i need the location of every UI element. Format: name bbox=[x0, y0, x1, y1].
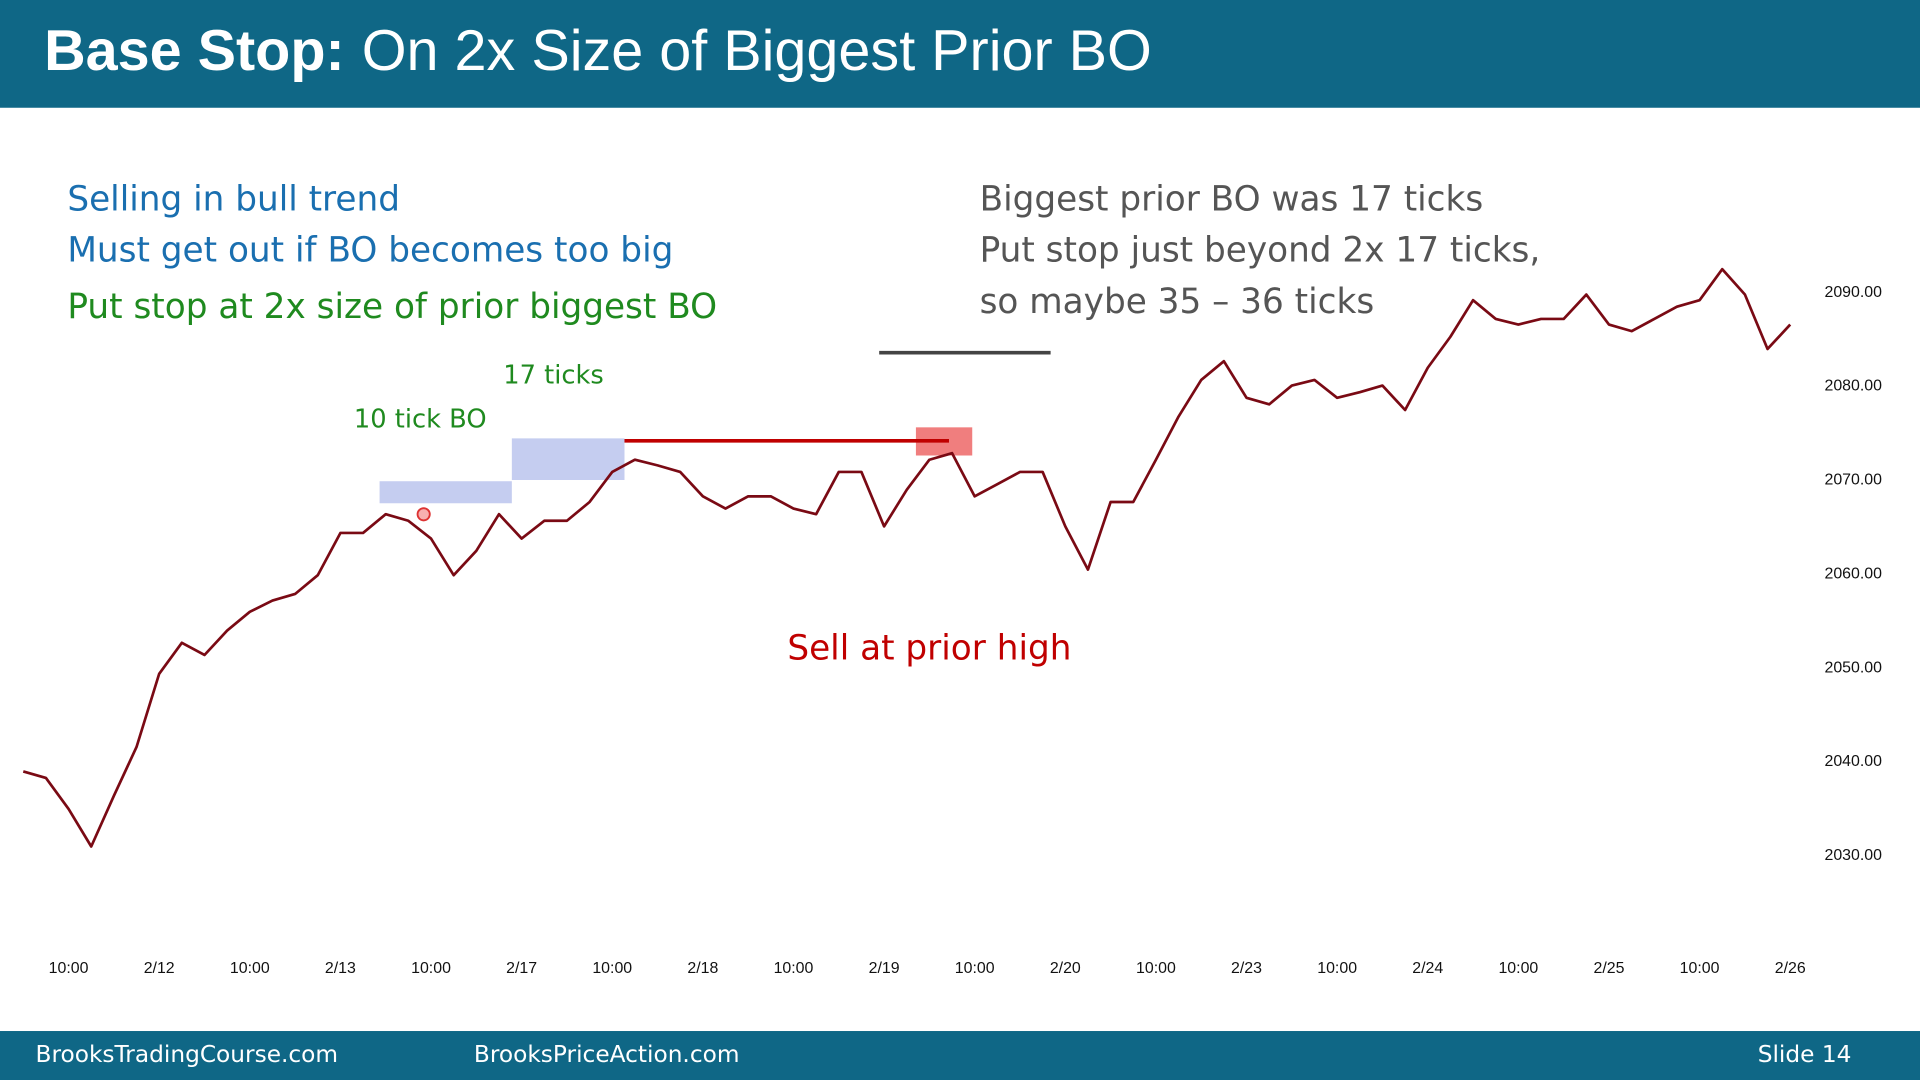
header-bar bbox=[0, 0, 1920, 108]
y-tick-label: 2060.00 bbox=[1824, 565, 1882, 582]
price-line bbox=[22, 267, 1792, 848]
right-note: so maybe 35 – 36 ticks bbox=[980, 282, 1375, 322]
footer-text: BrooksPriceAction.com bbox=[474, 1041, 740, 1068]
x-tick-label: 2/23 bbox=[1231, 960, 1262, 977]
bo-box bbox=[379, 481, 512, 504]
y-tick-label: 2070.00 bbox=[1824, 472, 1882, 489]
x-tick-label: 2/17 bbox=[506, 960, 537, 977]
x-tick-label: 2/26 bbox=[1775, 960, 1806, 977]
annotation: 17 ticks bbox=[503, 360, 604, 390]
annotation: 10 tick BO bbox=[354, 405, 487, 435]
x-tick-label: 10:00 bbox=[955, 960, 995, 977]
x-tick-label: 2/13 bbox=[325, 960, 356, 977]
y-tick-label: 2040.00 bbox=[1824, 753, 1882, 770]
footer-text: Slide 14 bbox=[1758, 1041, 1852, 1068]
cursor-dot bbox=[416, 507, 431, 522]
x-tick-label: 10:00 bbox=[1680, 960, 1720, 977]
x-tick-label: 10:00 bbox=[592, 960, 632, 977]
left-note: Must get out if BO becomes too big bbox=[67, 231, 673, 271]
right-note: Put stop just beyond 2x 17 ticks, bbox=[980, 231, 1541, 271]
bo-box bbox=[511, 438, 625, 480]
x-tick-label: 10:00 bbox=[411, 960, 451, 977]
x-tick-label: 10:00 bbox=[49, 960, 89, 977]
footer-text: BrooksTradingCourse.com bbox=[36, 1041, 339, 1068]
x-tick-label: 2/25 bbox=[1593, 960, 1624, 977]
x-tick-label: 2/12 bbox=[144, 960, 175, 977]
x-tick-label: 10:00 bbox=[1317, 960, 1357, 977]
x-tick-label: 2/18 bbox=[687, 960, 718, 977]
chart: 2030.00 2040.00 2050.00 2060.00 2070.00 2080.… bbox=[22, 267, 1882, 977]
y-tick-label: 2080.00 bbox=[1824, 378, 1882, 395]
x-tick-label: 10:00 bbox=[1498, 960, 1538, 977]
x-tick-label: 10:00 bbox=[230, 960, 270, 977]
x-tick-label: 2/19 bbox=[869, 960, 900, 977]
y-tick-label: 2050.00 bbox=[1824, 659, 1882, 676]
title: Base Stop: On 2x Size of Biggest Prior BO bbox=[44, 19, 1152, 83]
x-tick-label: 10:00 bbox=[1136, 960, 1176, 977]
left-note: Put stop at 2x size of prior biggest BO bbox=[67, 287, 717, 327]
y-tick-label: 2090.00 bbox=[1824, 284, 1882, 301]
title-bold: Base Stop: bbox=[44, 19, 345, 83]
title-rest: On 2x Size of Biggest Prior BO bbox=[362, 19, 1152, 83]
right-note: Biggest prior BO was 17 ticks bbox=[980, 179, 1484, 219]
x-tick-label: 2/20 bbox=[1050, 960, 1081, 977]
left-note: Selling in bull trend bbox=[67, 179, 400, 219]
footer-bar bbox=[0, 1031, 1920, 1080]
annotation: Sell at prior high bbox=[787, 629, 1071, 669]
x-tick-label: 10:00 bbox=[774, 960, 814, 977]
y-tick-label: 2030.00 bbox=[1824, 847, 1882, 864]
x-tick-label: 2/24 bbox=[1412, 960, 1443, 977]
